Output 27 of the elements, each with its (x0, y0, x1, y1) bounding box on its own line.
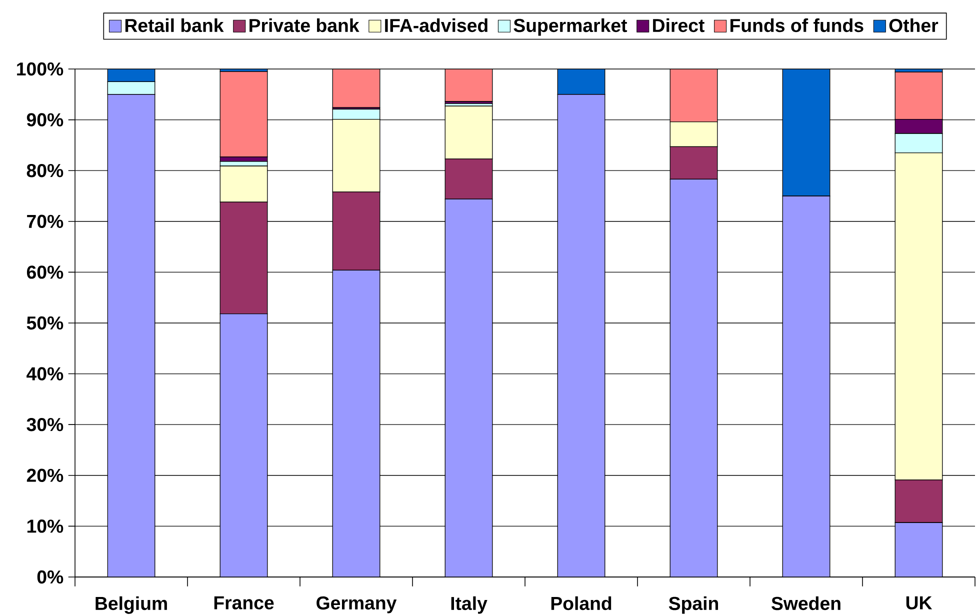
y-tick-label: 40% (26, 367, 64, 380)
y-tick-label: 80% (26, 164, 64, 178)
legend-label: IFA-advised (385, 18, 488, 32)
y-tick-label: 70% (27, 214, 64, 228)
legend-label: Direct (653, 18, 704, 32)
x-tick-label: Sweden (772, 596, 840, 610)
y-tick-label: 20% (26, 468, 64, 482)
x-tick-label: Italy (451, 596, 488, 614)
x-tick-label: Germany (316, 596, 397, 614)
y-tick-label: 0% (37, 570, 64, 584)
y-tick-label: 90% (26, 113, 64, 126)
y-tick-label: 30% (26, 418, 64, 432)
x-tick-label: Poland (551, 596, 612, 610)
y-tick-label: 50% (26, 316, 64, 330)
x-tick-label: Belgium (96, 596, 167, 614)
legend-label: Retail bank (125, 18, 224, 32)
y-tick-label: 100% (17, 62, 64, 76)
x-tick-label: Spain (668, 596, 718, 614)
x-tick-label: France (214, 596, 274, 610)
x-tick-label: UK (906, 596, 932, 610)
legend-label: Private bank (250, 18, 360, 32)
bar (220, 71, 268, 158)
y-tick-label: 10% (27, 520, 64, 533)
legend-label: Supermarket (514, 18, 628, 36)
legend-label: Other (889, 18, 938, 32)
y-tick-label: 60% (26, 266, 64, 279)
legend-label: Funds of funds (730, 18, 864, 32)
